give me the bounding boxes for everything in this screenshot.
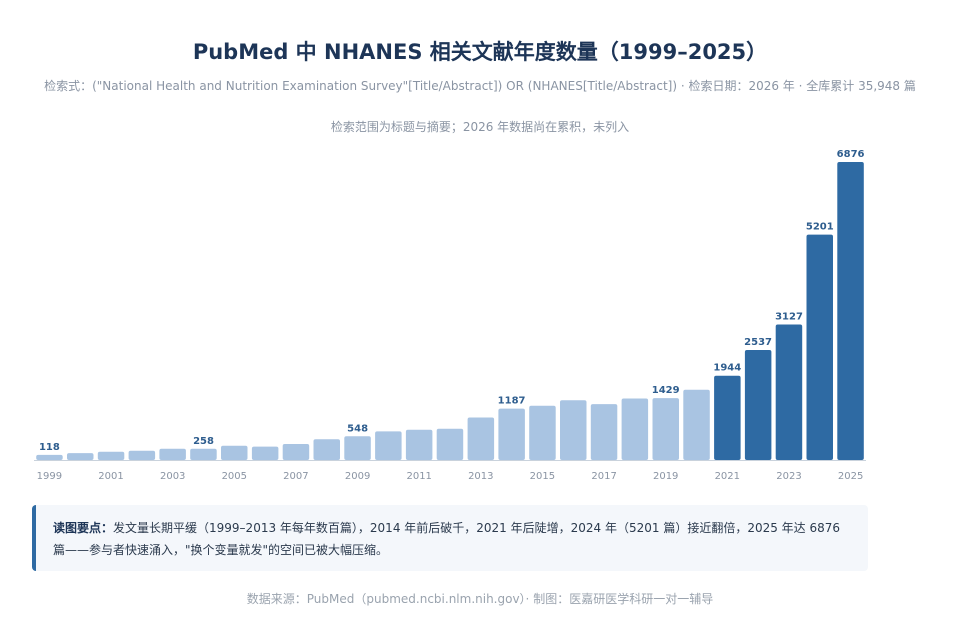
bar-2001 [97,451,125,460]
bar-2008 [313,439,340,460]
bar-2003 [159,448,186,460]
bar-value-label-2004: 258 [193,436,214,447]
bar-2021 [714,375,741,460]
bar-2024 [806,234,833,460]
bar-2005 [221,445,248,460]
x-tick-label-2003: 2003 [160,471,185,482]
bar-2018 [621,398,649,460]
bar-chart: 118 1999 2001 2003 258 2005 2007 548 2009 2011 201… [34,149,866,482]
chart-title: PubMed 中 NHANES 相关文献年度数量（1999–2025） [192,40,768,64]
bar-2011 [405,429,433,460]
bar-2006 [251,446,279,460]
x-tick-label-2005: 2005 [222,471,247,482]
data-source-footer: 数据来源：PubMed（pubmed.ncbi.nlm.nih.gov）· 制图… [246,592,714,606]
x-tick-label-2015: 2015 [530,471,555,482]
bar-2016 [560,400,587,460]
bar-2004 [190,448,217,460]
reading-notes-callout: 读图要点：发文量长期平缓（1999–2013 年每年数百篇），2014 年前后破… [32,505,868,571]
bar-value-label-2019: 1429 [652,385,680,396]
x-tick-label-2017: 2017 [591,471,616,482]
bar-2020 [683,389,710,460]
bar-value-label-2014: 1187 [498,396,526,407]
bar-value-label-2023: 3127 [775,312,803,323]
bar-2013 [467,417,495,460]
callout-text: 发文量长期平缓（1999–2013 年每年数百篇），2014 年前后破千，202… [53,521,841,557]
bar-1999 [36,454,63,460]
x-tick-label-2025: 2025 [838,471,863,482]
x-tick-label-2009: 2009 [345,471,370,482]
bar-2019 [652,398,679,460]
bar-2022 [744,350,772,460]
x-tick-label-2001: 2001 [98,471,123,482]
bar-2015 [529,405,556,460]
bar-2012 [436,428,464,460]
bar-value-label-2025: 6876 [837,149,865,160]
bar-value-label-1999: 118 [39,442,60,453]
x-tick-label-2011: 2011 [406,471,431,482]
bar-value-label-2009: 548 [347,423,368,434]
bar-value-label-2024: 5201 [806,222,834,233]
x-tick-label-2007: 2007 [283,471,308,482]
x-tick-label-2023: 2023 [776,471,801,482]
bar-2014 [498,408,525,460]
callout-heading: 读图要点： [53,521,114,535]
bar-2025 [837,162,864,460]
bar-2002 [128,450,156,460]
bar-value-label-2022: 2537 [744,337,772,348]
bar-value-label-2021: 1944 [713,363,741,374]
bar-2010 [375,431,402,460]
bar-2023 [775,324,803,460]
chart-note: 检索范围为标题与摘要；2026 年数据尚在累积，未列入 [330,120,630,134]
bar-2009 [344,436,371,460]
bar-2017 [590,404,618,460]
chart-subtitle: 检索式：("National Health and Nutrition Exam… [44,79,916,93]
bar-2000 [67,453,94,460]
x-tick-label-1999: 1999 [37,471,62,482]
x-tick-label-2019: 2019 [653,471,678,482]
bar-2007 [282,444,310,460]
x-tick-label-2013: 2013 [468,471,493,482]
x-tick-label-2021: 2021 [715,471,740,482]
